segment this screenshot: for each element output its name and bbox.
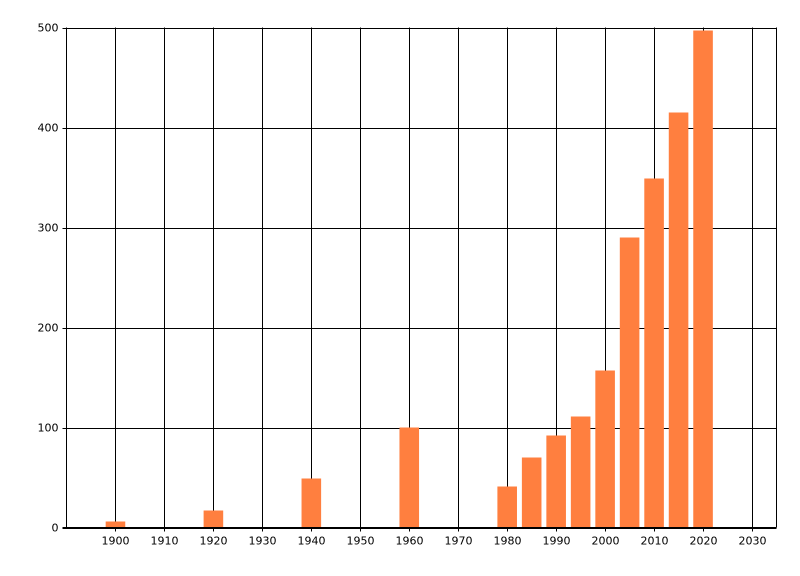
bar — [619, 237, 640, 528]
bar — [399, 427, 420, 528]
x-tick-label: 1970 — [445, 535, 473, 548]
bar — [668, 112, 689, 528]
x-tick-label: 1960 — [396, 535, 424, 548]
x-tick-label: 1950 — [347, 535, 375, 548]
x-tick-label: 2000 — [592, 535, 620, 548]
y-tick-label: 200 — [38, 322, 59, 335]
y-tick-label: 500 — [38, 22, 59, 35]
x-tick-label: 1940 — [298, 535, 326, 548]
x-tick-label: 2020 — [690, 535, 718, 548]
bar — [693, 30, 713, 528]
bar — [301, 478, 322, 528]
bar — [105, 521, 126, 528]
bar — [570, 416, 591, 528]
y-tick-label: 300 — [38, 222, 59, 235]
bar — [203, 510, 224, 528]
x-tick-label: 1930 — [249, 535, 277, 548]
bar — [595, 370, 615, 528]
x-tick-label: 1990 — [543, 535, 571, 548]
x-tick-label: 2030 — [739, 535, 767, 548]
y-tick-label: 400 — [38, 122, 59, 135]
x-tick-label: 2010 — [641, 535, 669, 548]
y-tick-label: 100 — [38, 422, 59, 435]
bar — [521, 457, 542, 528]
bar — [546, 435, 566, 528]
y-tick-label: 0 — [52, 522, 59, 535]
x-tick-label: 1900 — [102, 535, 130, 548]
x-tick-label: 1910 — [151, 535, 179, 548]
bar — [497, 486, 517, 528]
x-tick-label: 1920 — [200, 535, 228, 548]
x-tick-label: 1980 — [494, 535, 522, 548]
bar — [644, 178, 664, 528]
